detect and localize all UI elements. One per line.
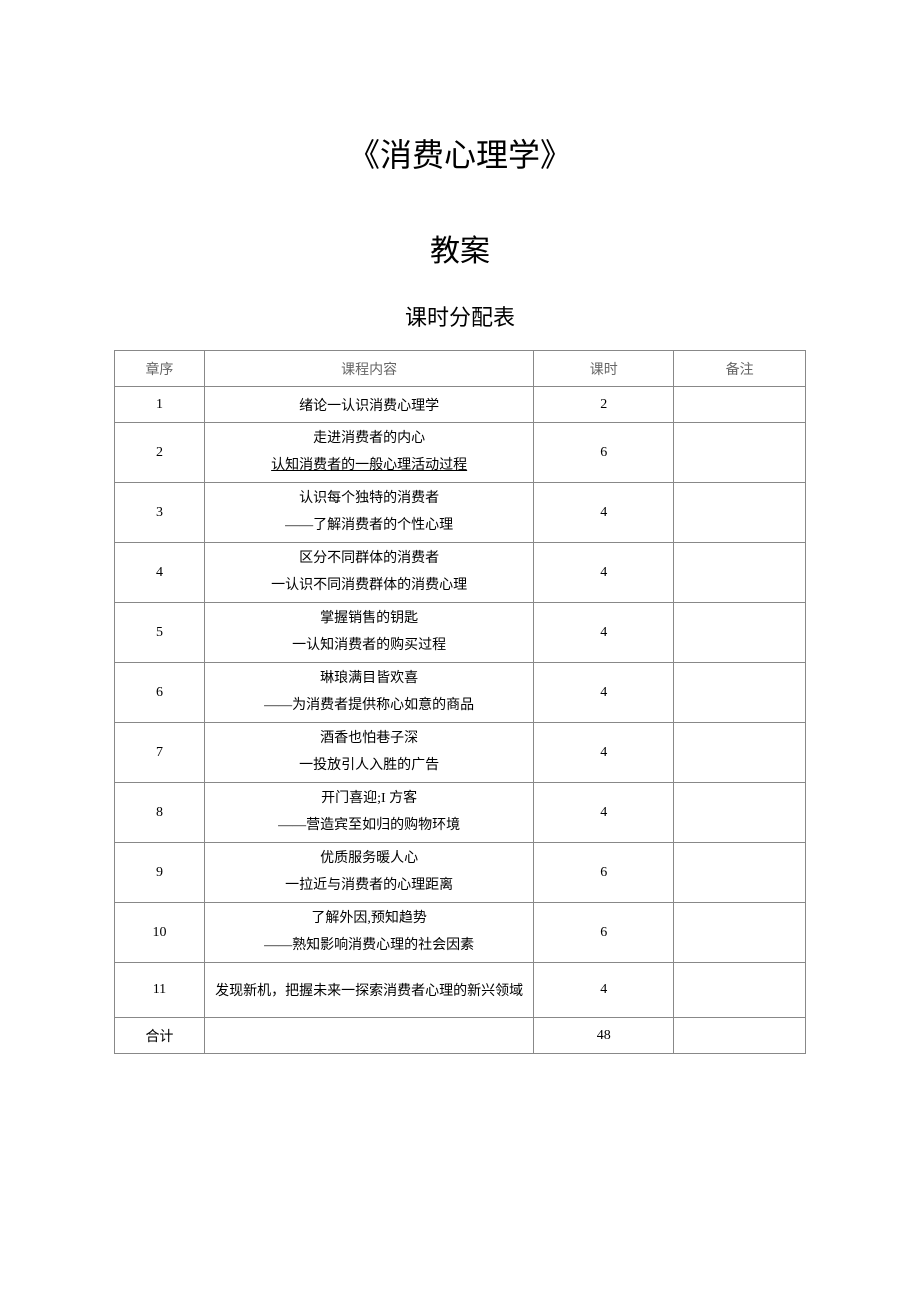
cell-content: 发现新机，把握未来一探索消费者心理的新兴领域 <box>204 963 534 1018</box>
cell-hours: 4 <box>534 723 674 783</box>
content-line2: ——为消费者提供称心如意的商品 <box>205 693 534 720</box>
table-title: 课时分配表 <box>405 300 515 332</box>
table-row: 3 认识每个独特的消费者 ——了解消费者的个性心理 4 <box>115 483 806 543</box>
cell-content: 优质服务暖人心 一拉近与消费者的心理距离 <box>204 843 534 903</box>
cell-content: 开门喜迎;I 方客 ——营造宾至如归的购物环境 <box>204 783 534 843</box>
main-title: 《消费心理学》 <box>348 130 572 176</box>
document-container: 《消费心理学》 教案 课时分配表 章序 课程内容 课时 备注 1 绪论一认识消费… <box>0 130 920 1054</box>
table-row: 2 走进消费者的内心 认知消费者的一般心理活动过程 6 <box>115 423 806 483</box>
cell-remark <box>674 723 806 783</box>
content-line2: 一拉近与消费者的心理距离 <box>205 873 534 900</box>
cell-remark <box>674 843 806 903</box>
cell-content: 走进消费者的内心 认知消费者的一般心理活动过程 <box>204 423 534 483</box>
cell-content: 认识每个独特的消费者 ——了解消费者的个性心理 <box>204 483 534 543</box>
content-line1: 认识每个独特的消费者 <box>205 486 534 513</box>
header-remark: 备注 <box>674 351 806 387</box>
sub-title: 教案 <box>430 226 490 270</box>
table-row: 合计 48 <box>115 1018 806 1054</box>
cell-content: 了解外因,预知趋势 ——熟知影响消费心理的社会因素 <box>204 903 534 963</box>
table-row: 8 开门喜迎;I 方客 ——营造宾至如归的购物环境 4 <box>115 783 806 843</box>
cell-content: 区分不同群体的消费者 一认识不同消费群体的消费心理 <box>204 543 534 603</box>
schedule-table: 章序 课程内容 课时 备注 1 绪论一认识消费心理学 2 2 走进消费者的内心 … <box>114 350 806 1054</box>
cell-num: 4 <box>115 543 205 603</box>
cell-hours: 4 <box>534 783 674 843</box>
cell-num: 10 <box>115 903 205 963</box>
content-line1: 开门喜迎;I 方客 <box>205 786 534 813</box>
cell-hours: 6 <box>534 843 674 903</box>
cell-num: 1 <box>115 387 205 423</box>
content-line2: 一认识不同消费群体的消费心理 <box>205 573 534 600</box>
content-line1: 了解外因,预知趋势 <box>205 906 534 933</box>
cell-remark <box>674 783 806 843</box>
cell-num: 8 <box>115 783 205 843</box>
table-row: 7 酒香也怕巷子深 一投放引人入胜的广告 4 <box>115 723 806 783</box>
header-chapter: 章序 <box>115 351 205 387</box>
cell-hours: 2 <box>534 387 674 423</box>
cell-remark <box>674 963 806 1018</box>
cell-num: 6 <box>115 663 205 723</box>
table-row: 4 区分不同群体的消费者 一认识不同消费群体的消费心理 4 <box>115 543 806 603</box>
cell-hours: 4 <box>534 963 674 1018</box>
cell-content: 绪论一认识消费心理学 <box>204 387 534 423</box>
cell-num: 合计 <box>115 1018 205 1054</box>
content-line2: ——营造宾至如归的购物环境 <box>205 813 534 840</box>
header-content: 课程内容 <box>204 351 534 387</box>
cell-num: 7 <box>115 723 205 783</box>
cell-num: 9 <box>115 843 205 903</box>
content-line1: 区分不同群体的消费者 <box>205 546 534 573</box>
cell-remark <box>674 603 806 663</box>
table-row: 9 优质服务暖人心 一拉近与消费者的心理距离 6 <box>115 843 806 903</box>
content-line2: 一投放引人入胜的广告 <box>205 753 534 780</box>
table-row: 1 绪论一认识消费心理学 2 <box>115 387 806 423</box>
content-line2: ——了解消费者的个性心理 <box>205 513 534 540</box>
table-row: 10 了解外因,预知趋势 ——熟知影响消费心理的社会因素 6 <box>115 903 806 963</box>
content-line2: 认知消费者的一般心理活动过程 <box>205 453 534 480</box>
cell-hours: 4 <box>534 603 674 663</box>
cell-remark <box>674 543 806 603</box>
cell-num: 2 <box>115 423 205 483</box>
content-line2: ——熟知影响消费心理的社会因素 <box>205 933 534 960</box>
header-hours: 课时 <box>534 351 674 387</box>
table-row: 11 发现新机，把握未来一探索消费者心理的新兴领域 4 <box>115 963 806 1018</box>
cell-hours: 48 <box>534 1018 674 1054</box>
cell-hours: 4 <box>534 483 674 543</box>
cell-hours: 4 <box>534 543 674 603</box>
cell-content: 酒香也怕巷子深 一投放引人入胜的广告 <box>204 723 534 783</box>
cell-content: 琳琅满目皆欢喜 ——为消费者提供称心如意的商品 <box>204 663 534 723</box>
cell-remark <box>674 387 806 423</box>
cell-num: 5 <box>115 603 205 663</box>
cell-remark <box>674 903 806 963</box>
table-header-row: 章序 课程内容 课时 备注 <box>115 351 806 387</box>
cell-remark <box>674 423 806 483</box>
table-body: 1 绪论一认识消费心理学 2 2 走进消费者的内心 认知消费者的一般心理活动过程… <box>115 387 806 1054</box>
cell-num: 11 <box>115 963 205 1018</box>
cell-content: 掌握销售的钥匙 一认知消费者的购买过程 <box>204 603 534 663</box>
content-line2: 一认知消费者的购买过程 <box>205 633 534 660</box>
content-line1: 琳琅满目皆欢喜 <box>205 666 534 693</box>
content-line1: 走进消费者的内心 <box>205 426 534 453</box>
content-line1: 酒香也怕巷子深 <box>205 726 534 753</box>
cell-content <box>204 1018 534 1054</box>
cell-remark <box>674 663 806 723</box>
cell-remark <box>674 483 806 543</box>
content-line1: 掌握销售的钥匙 <box>205 606 534 633</box>
cell-hours: 6 <box>534 903 674 963</box>
cell-hours: 6 <box>534 423 674 483</box>
cell-num: 3 <box>115 483 205 543</box>
cell-hours: 4 <box>534 663 674 723</box>
cell-remark <box>674 1018 806 1054</box>
content-line1: 优质服务暖人心 <box>205 846 534 873</box>
table-row: 5 掌握销售的钥匙 一认知消费者的购买过程 4 <box>115 603 806 663</box>
table-row: 6 琳琅满目皆欢喜 ——为消费者提供称心如意的商品 4 <box>115 663 806 723</box>
